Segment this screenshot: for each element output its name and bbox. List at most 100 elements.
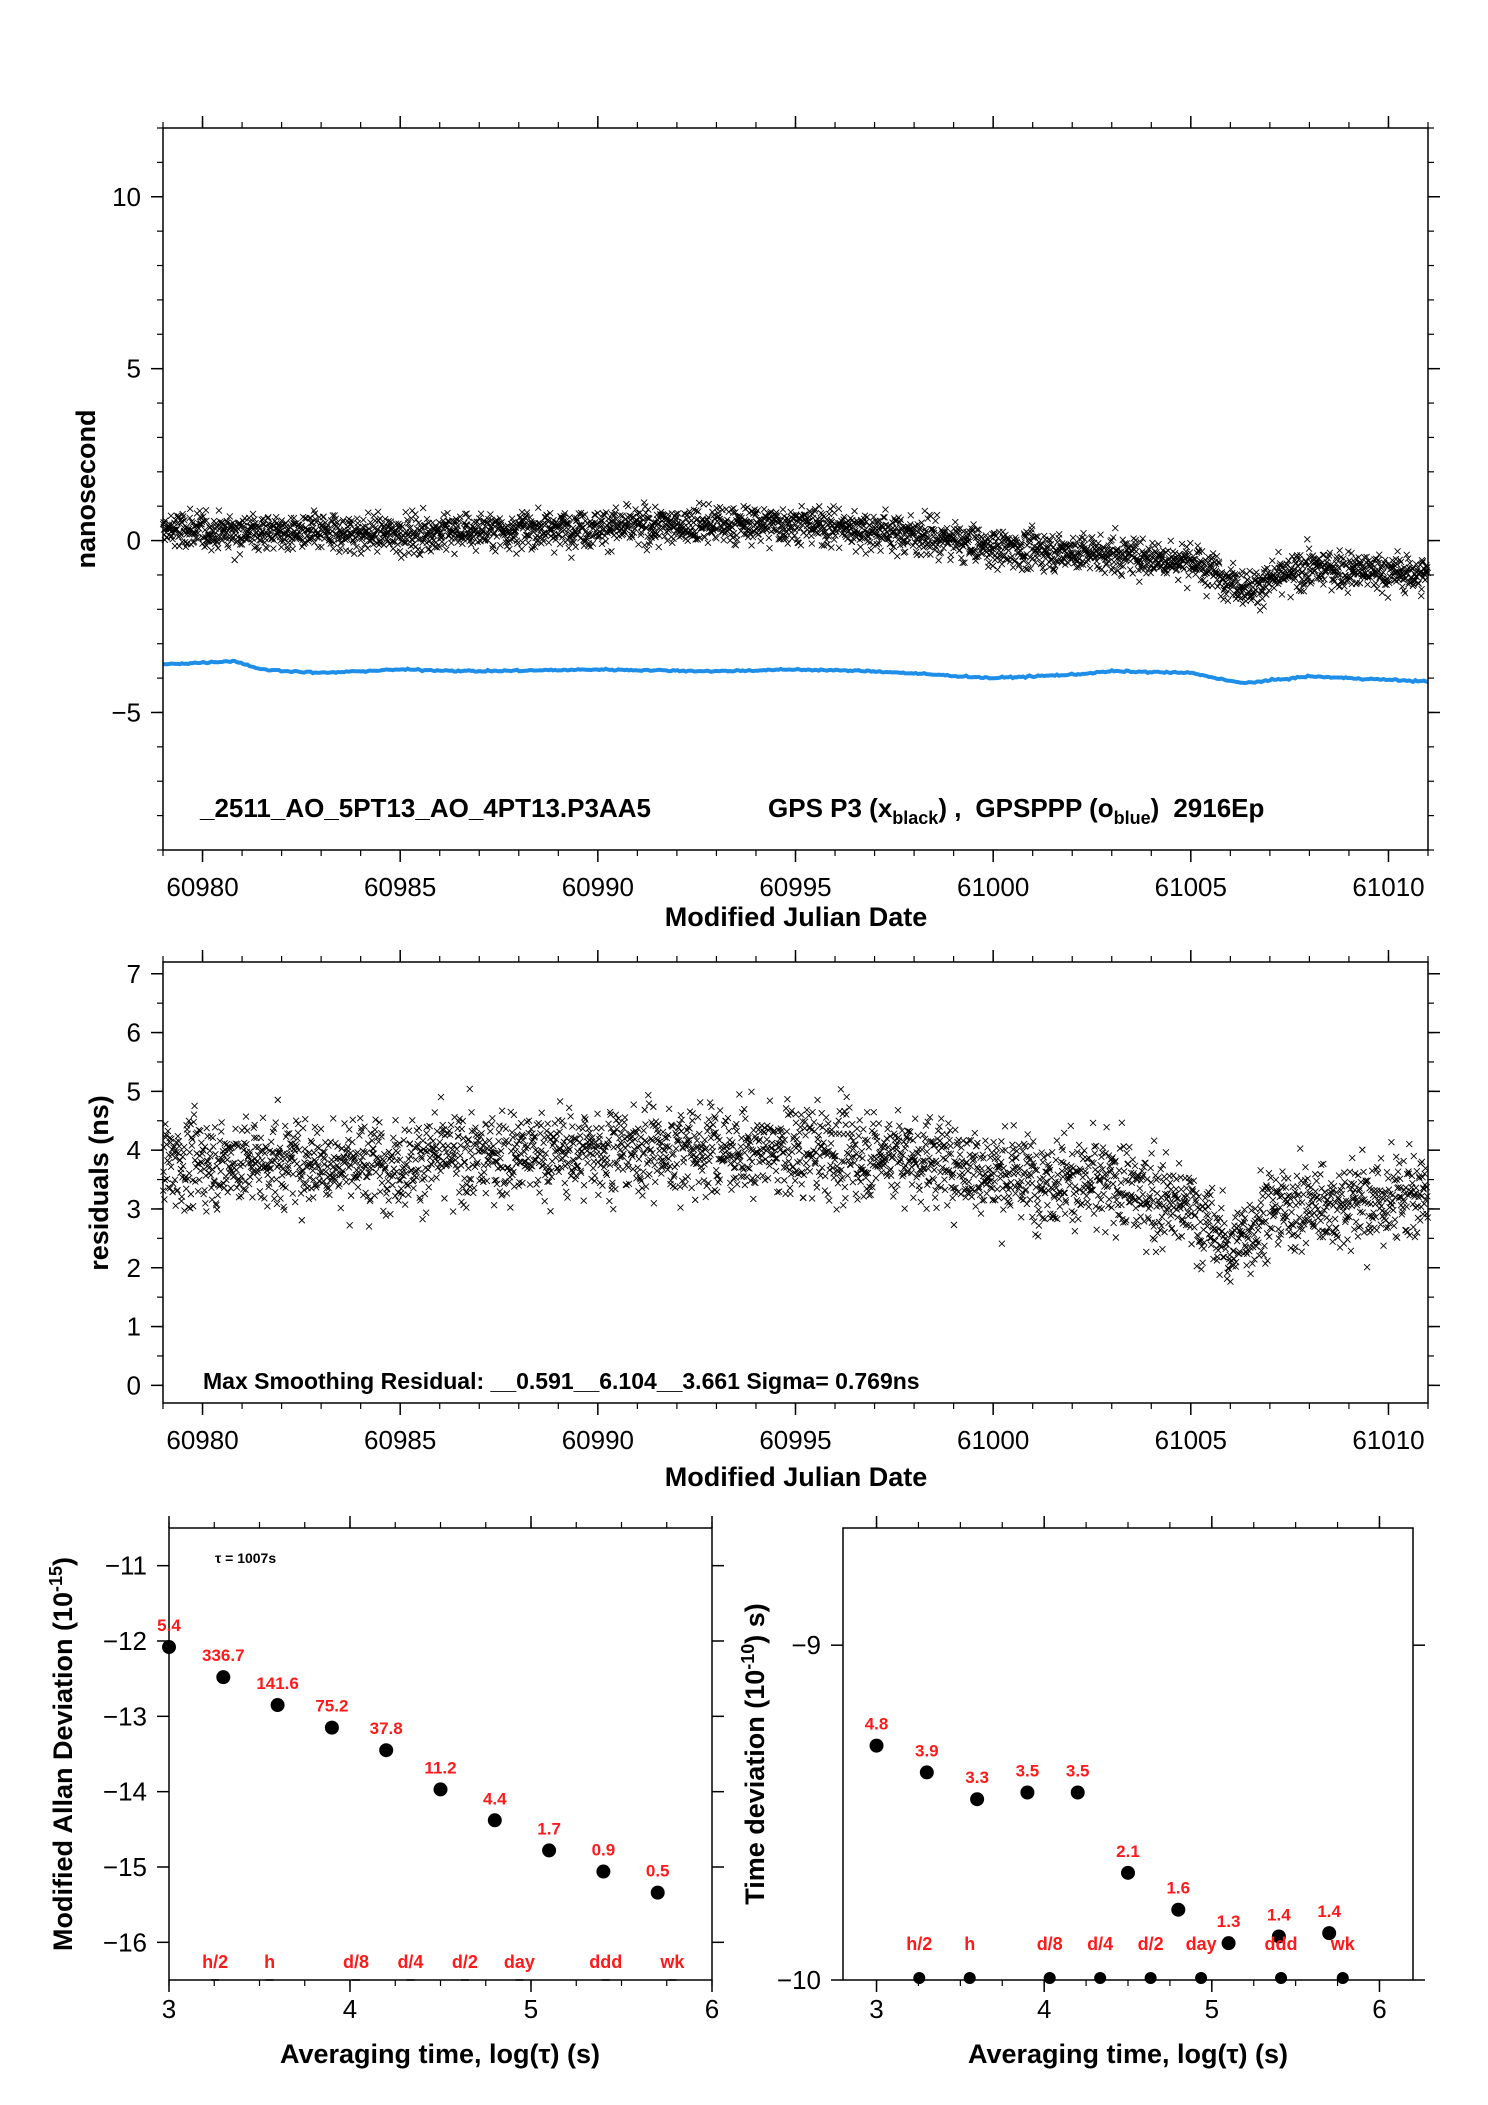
data-point-x: [624, 1141, 632, 1149]
data-point-x: [307, 519, 315, 527]
data-point-x: [598, 1124, 605, 1132]
data-point-x: [233, 1184, 241, 1191]
data-point-x: [544, 518, 552, 525]
data-point-x: [1394, 547, 1401, 555]
data-point-x: [405, 531, 413, 538]
data-point-x: [385, 517, 393, 525]
data-point-x: [704, 516, 711, 523]
data-point-x: [169, 1188, 176, 1196]
data-point-x: [630, 529, 638, 536]
data-point-x: [643, 525, 650, 532]
data-point-x: [732, 541, 740, 549]
data-point-x: [226, 513, 234, 520]
data-point-x: [523, 531, 531, 539]
data-point-x: [558, 526, 565, 533]
data-point-x: [251, 516, 258, 523]
data-point-x: [447, 1121, 455, 1129]
data-point-x: [640, 1127, 648, 1134]
data-point-x: [918, 1146, 926, 1153]
data-point-x: [901, 1205, 908, 1212]
data-point-x: [225, 544, 232, 551]
data-point-x: [860, 1193, 867, 1200]
data-point-x: [591, 511, 598, 519]
data-point-x: [433, 1127, 441, 1135]
data-point-x: [1275, 548, 1282, 556]
data-point-x: [459, 1134, 467, 1142]
data-point-x: [264, 1202, 271, 1210]
data-point-x: [661, 532, 669, 540]
data-point-x: [651, 503, 659, 511]
data-point-x: [996, 543, 1004, 551]
data-point-x: [872, 1174, 880, 1182]
data-point-x: [163, 1175, 171, 1183]
data-point-x: [441, 1195, 448, 1202]
data-point-x: [285, 1169, 292, 1177]
data-point-x: [589, 1151, 597, 1159]
data-point-x: [576, 1132, 584, 1139]
data-point-x: [631, 1135, 639, 1143]
data-point-x: [228, 536, 235, 544]
data-point-x: [525, 1117, 533, 1124]
data-point-x: [1001, 1123, 1009, 1130]
data-point-x: [372, 533, 380, 541]
data-point-x: [824, 1191, 832, 1198]
data-point-x: [507, 1204, 514, 1211]
data-point-x: [421, 1175, 428, 1182]
x-tick-label: 60980: [166, 872, 238, 902]
data-point-x: [431, 1109, 439, 1116]
data-point-x: [217, 1128, 225, 1135]
data-point-x: [383, 1185, 391, 1192]
data-point-x: [353, 543, 360, 551]
data-point-x: [712, 535, 720, 542]
data-point-x: [422, 531, 430, 538]
data-point-x: [311, 510, 319, 517]
data-point-x: [923, 1205, 930, 1212]
data-point-x: [975, 552, 982, 560]
data-point-x: [550, 549, 558, 556]
data-point-x: [773, 1155, 781, 1162]
data-point-x: [990, 1138, 997, 1146]
data-point-x: [179, 513, 187, 520]
data-point-x: [246, 529, 253, 537]
data-point-x: [356, 1114, 364, 1122]
data-point-x: [259, 1114, 267, 1122]
data-point-x: [488, 1121, 495, 1128]
data-point-x: [853, 1170, 861, 1177]
data-point-x: [385, 1197, 393, 1204]
data-point-x: [1129, 570, 1137, 577]
data-point-x: [209, 1143, 217, 1150]
data-point-x: [975, 526, 983, 534]
data-point-x: [859, 1154, 866, 1162]
data-point-x: [235, 1193, 243, 1201]
data-point-x: [983, 553, 991, 561]
data-point-x: [456, 1189, 463, 1196]
data-point-x: [805, 513, 813, 520]
data-point-x: [363, 1173, 371, 1181]
data-point-x: [724, 1114, 732, 1122]
data-point-x: [630, 1101, 638, 1109]
x-axis-label: Modified Julian Date: [665, 902, 928, 932]
data-point-x: [976, 1170, 983, 1177]
data-point-x: [465, 514, 472, 522]
data-point-x: [224, 1188, 232, 1196]
data-point-x: [536, 1189, 543, 1196]
data-point-x: [567, 1112, 574, 1120]
data-point-x: [970, 1171, 978, 1179]
data-point-x: [487, 511, 494, 518]
data-point-x: [915, 534, 922, 542]
data-point-x: [832, 532, 839, 540]
data-point-x: [1384, 594, 1392, 601]
data-point-x: [445, 1127, 453, 1135]
data-point-x: [1005, 547, 1012, 554]
data-point-x: [1336, 547, 1343, 554]
data-point-x: [737, 520, 745, 527]
data-point-x: [589, 540, 597, 547]
data-point-x: [992, 1149, 1000, 1157]
data-point-x: [701, 533, 709, 541]
data-point-x: [971, 546, 979, 554]
data-point-x: [496, 515, 504, 522]
data-point-x: [666, 1144, 673, 1151]
data-point-x: [432, 538, 440, 546]
data-point-x: [556, 1098, 564, 1105]
data-point-x: [797, 1111, 805, 1119]
